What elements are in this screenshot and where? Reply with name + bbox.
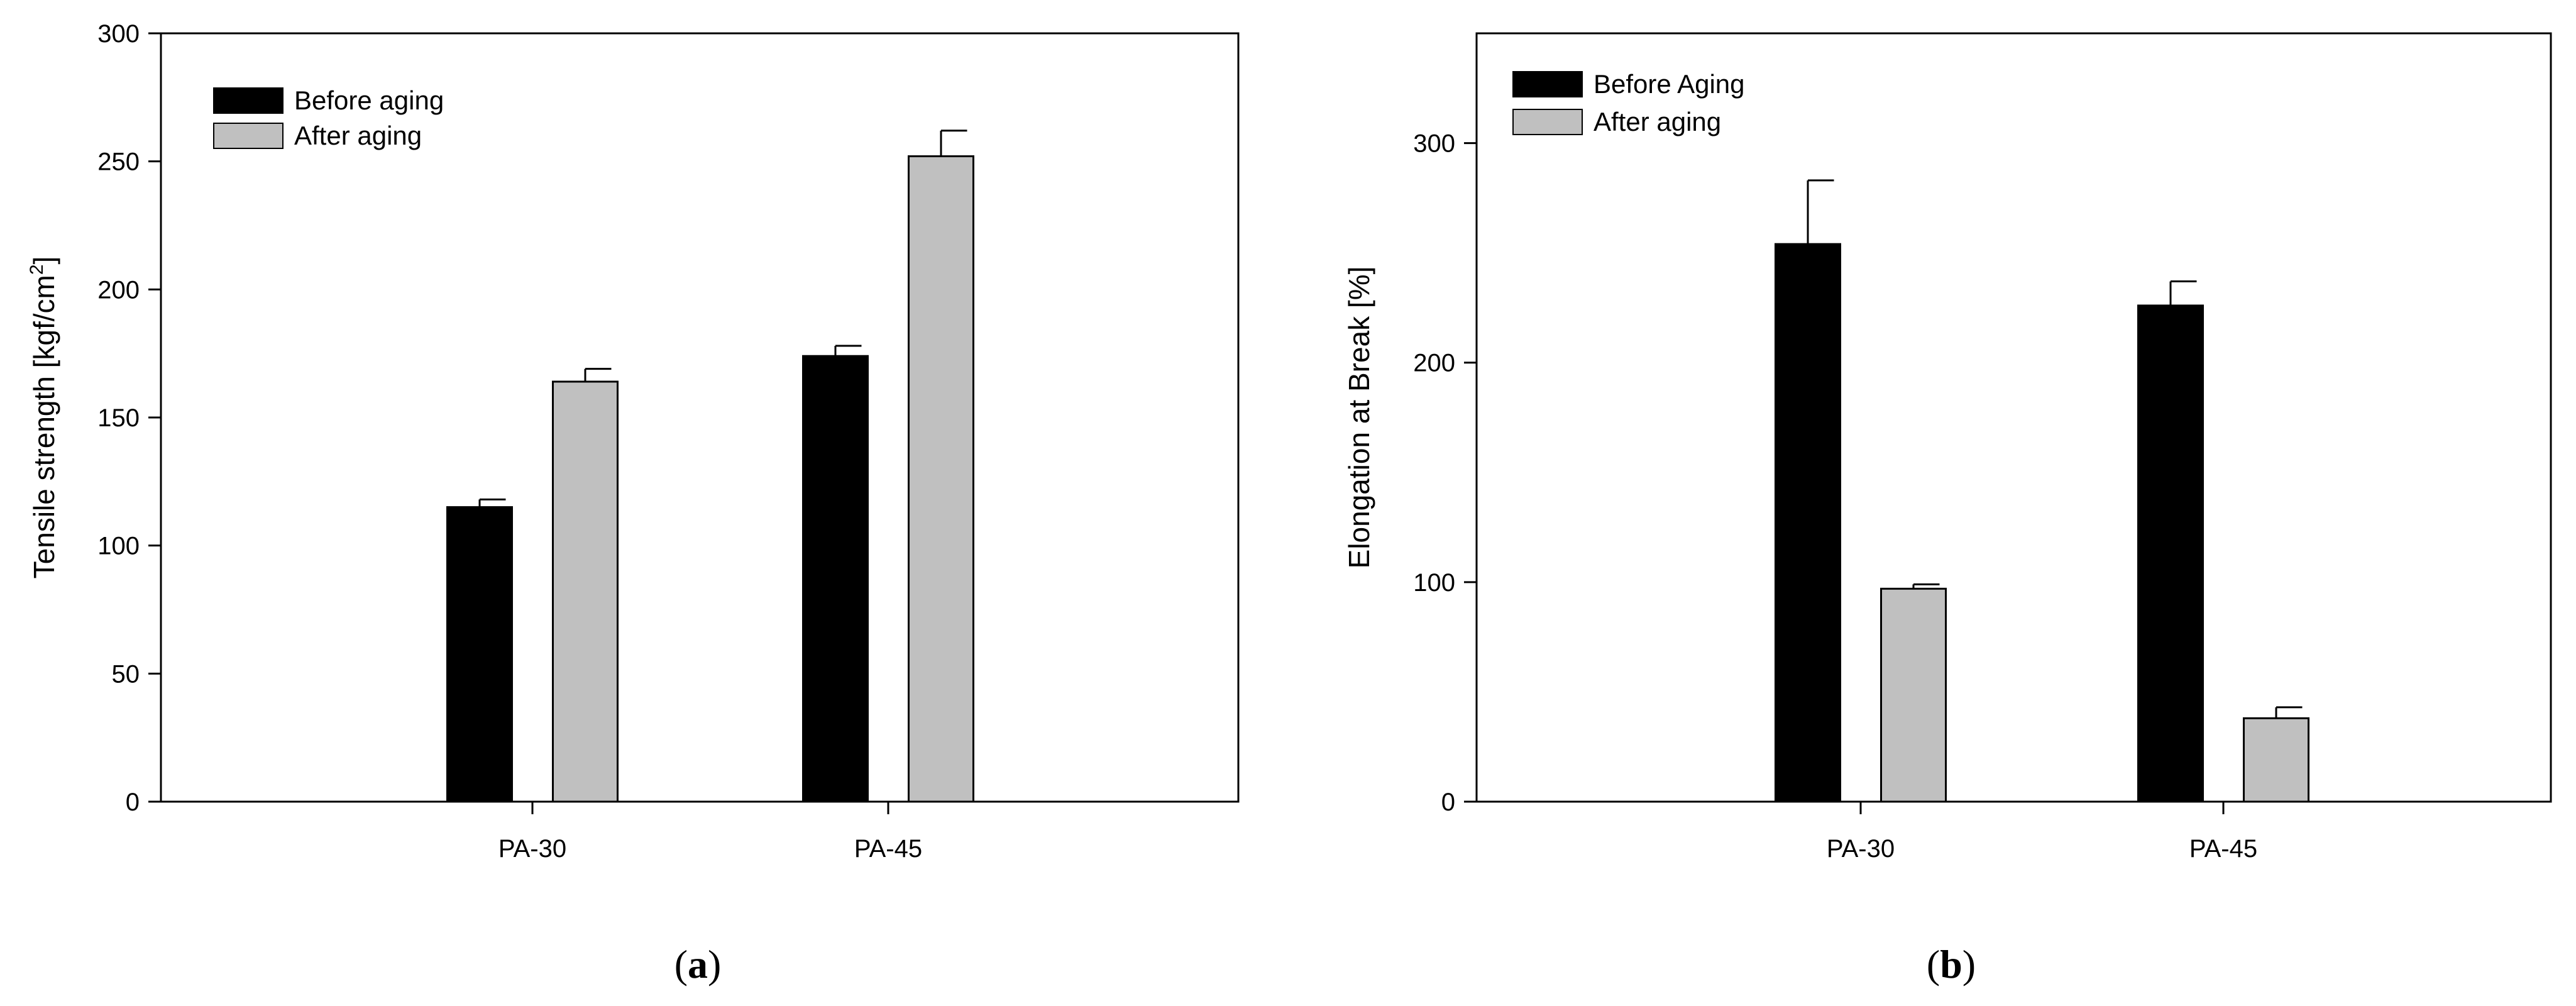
x-tick-label: PA-30 [1827,835,1895,863]
legend-label-before: Before Aging [1593,69,1745,99]
y-axis-ticks: 0 100 200 300 [1413,130,1477,816]
x-axis-labels: PA-30 PA-45 [1827,802,2257,863]
bar-after-pa-30 [552,380,619,803]
bar-before-pa-45 [802,355,869,803]
y-tick-label: 200 [1413,350,1455,377]
bar-before-pa-30 [446,506,513,803]
panel-label-a: (a) [674,942,722,987]
y-tick-label: 0 [126,788,140,816]
chart-a: 0 50 100 150 200 250 300 PA-30 PA-45 Tensile st… [26,20,1240,987]
y-tick-label: 50 [112,660,140,688]
bar-before-pa-30 [1775,243,1841,803]
y-tick-label: 150 [97,404,140,432]
y-axis-title: Tensile strength [kgf/cm2] [26,257,60,579]
bar-marks [1775,179,2309,803]
legend-swatch-after [1512,109,1583,135]
legend-label-before: Before aging [294,86,444,115]
y-tick-label: 300 [1413,130,1455,158]
bar-before-pa-45 [2137,304,2204,803]
legend-swatch-before [1512,71,1583,97]
y-tick-label: 300 [97,20,140,48]
bar-after-pa-45 [908,155,974,803]
x-tick-label: PA-45 [854,835,922,863]
legend-label-after: After aging [1593,107,1721,136]
x-tick-label: PA-30 [498,835,566,863]
chart-b: 0 100 200 300 PA-30 PA-45 Elongation at Brea… [1343,32,2552,987]
y-tick-label: 100 [1413,569,1455,597]
y-tick-label: 250 [97,148,140,176]
legend-swatch-before [213,87,283,114]
bar-marks [446,130,974,803]
panel-label-b: (b) [1927,942,1976,987]
legend-swatch-after [213,123,283,149]
plot-frame [1475,32,2552,803]
legend: Before aging After aging [213,86,444,150]
bar-after-pa-45 [2243,717,2309,803]
x-tick-label: PA-45 [2189,835,2257,863]
y-tick-label: 200 [97,276,140,304]
legend: Before Aging After aging [1512,69,1745,136]
x-axis-labels: PA-30 PA-45 [498,802,922,863]
y-axis-title: Elongation at Break [%] [1343,267,1375,569]
y-tick-label: 0 [1441,788,1455,816]
bar-after-pa-30 [1880,587,1947,803]
y-tick-label: 100 [97,533,140,560]
y-axis-ticks: 0 50 100 150 200 250 300 [97,20,161,816]
legend-label-after: After aging [294,121,422,150]
